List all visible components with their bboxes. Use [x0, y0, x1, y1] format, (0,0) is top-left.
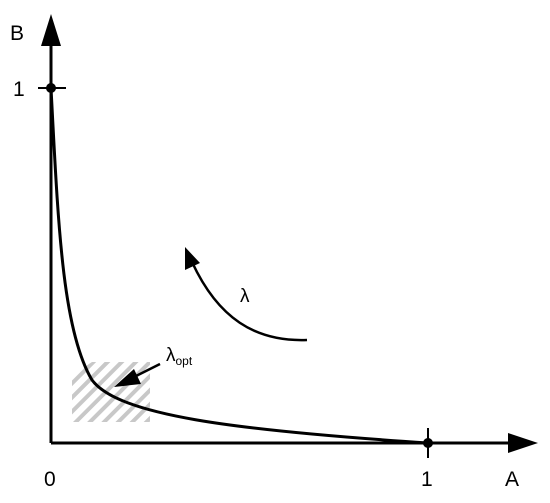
lambda-opt-subscript: opt — [176, 354, 193, 368]
pareto-front-curve — [49, 87, 429, 445]
lambda-opt-arrowhead — [114, 369, 141, 387]
x-tick-0-label: 0 — [44, 468, 56, 491]
lambda-opt-label: λopt — [166, 345, 193, 368]
y-axis-arrowhead — [41, 14, 61, 46]
x-tick-1-label: 1 — [421, 468, 433, 491]
lambda-direction-arrow — [190, 261, 308, 342]
y-axis-label: B — [10, 22, 24, 45]
endpoint-b-dot — [46, 83, 56, 93]
lambda-label: λ — [240, 286, 250, 307]
lambda-arrowhead — [185, 247, 200, 270]
y-tick-1-label: 1 — [13, 78, 25, 101]
optimal-region-hatch — [72, 362, 150, 422]
endpoint-a-dot — [423, 438, 433, 448]
x-axis-arrowhead — [508, 433, 538, 453]
lambda-opt-symbol: λ — [166, 345, 176, 366]
x-axis-label: A — [505, 468, 519, 491]
